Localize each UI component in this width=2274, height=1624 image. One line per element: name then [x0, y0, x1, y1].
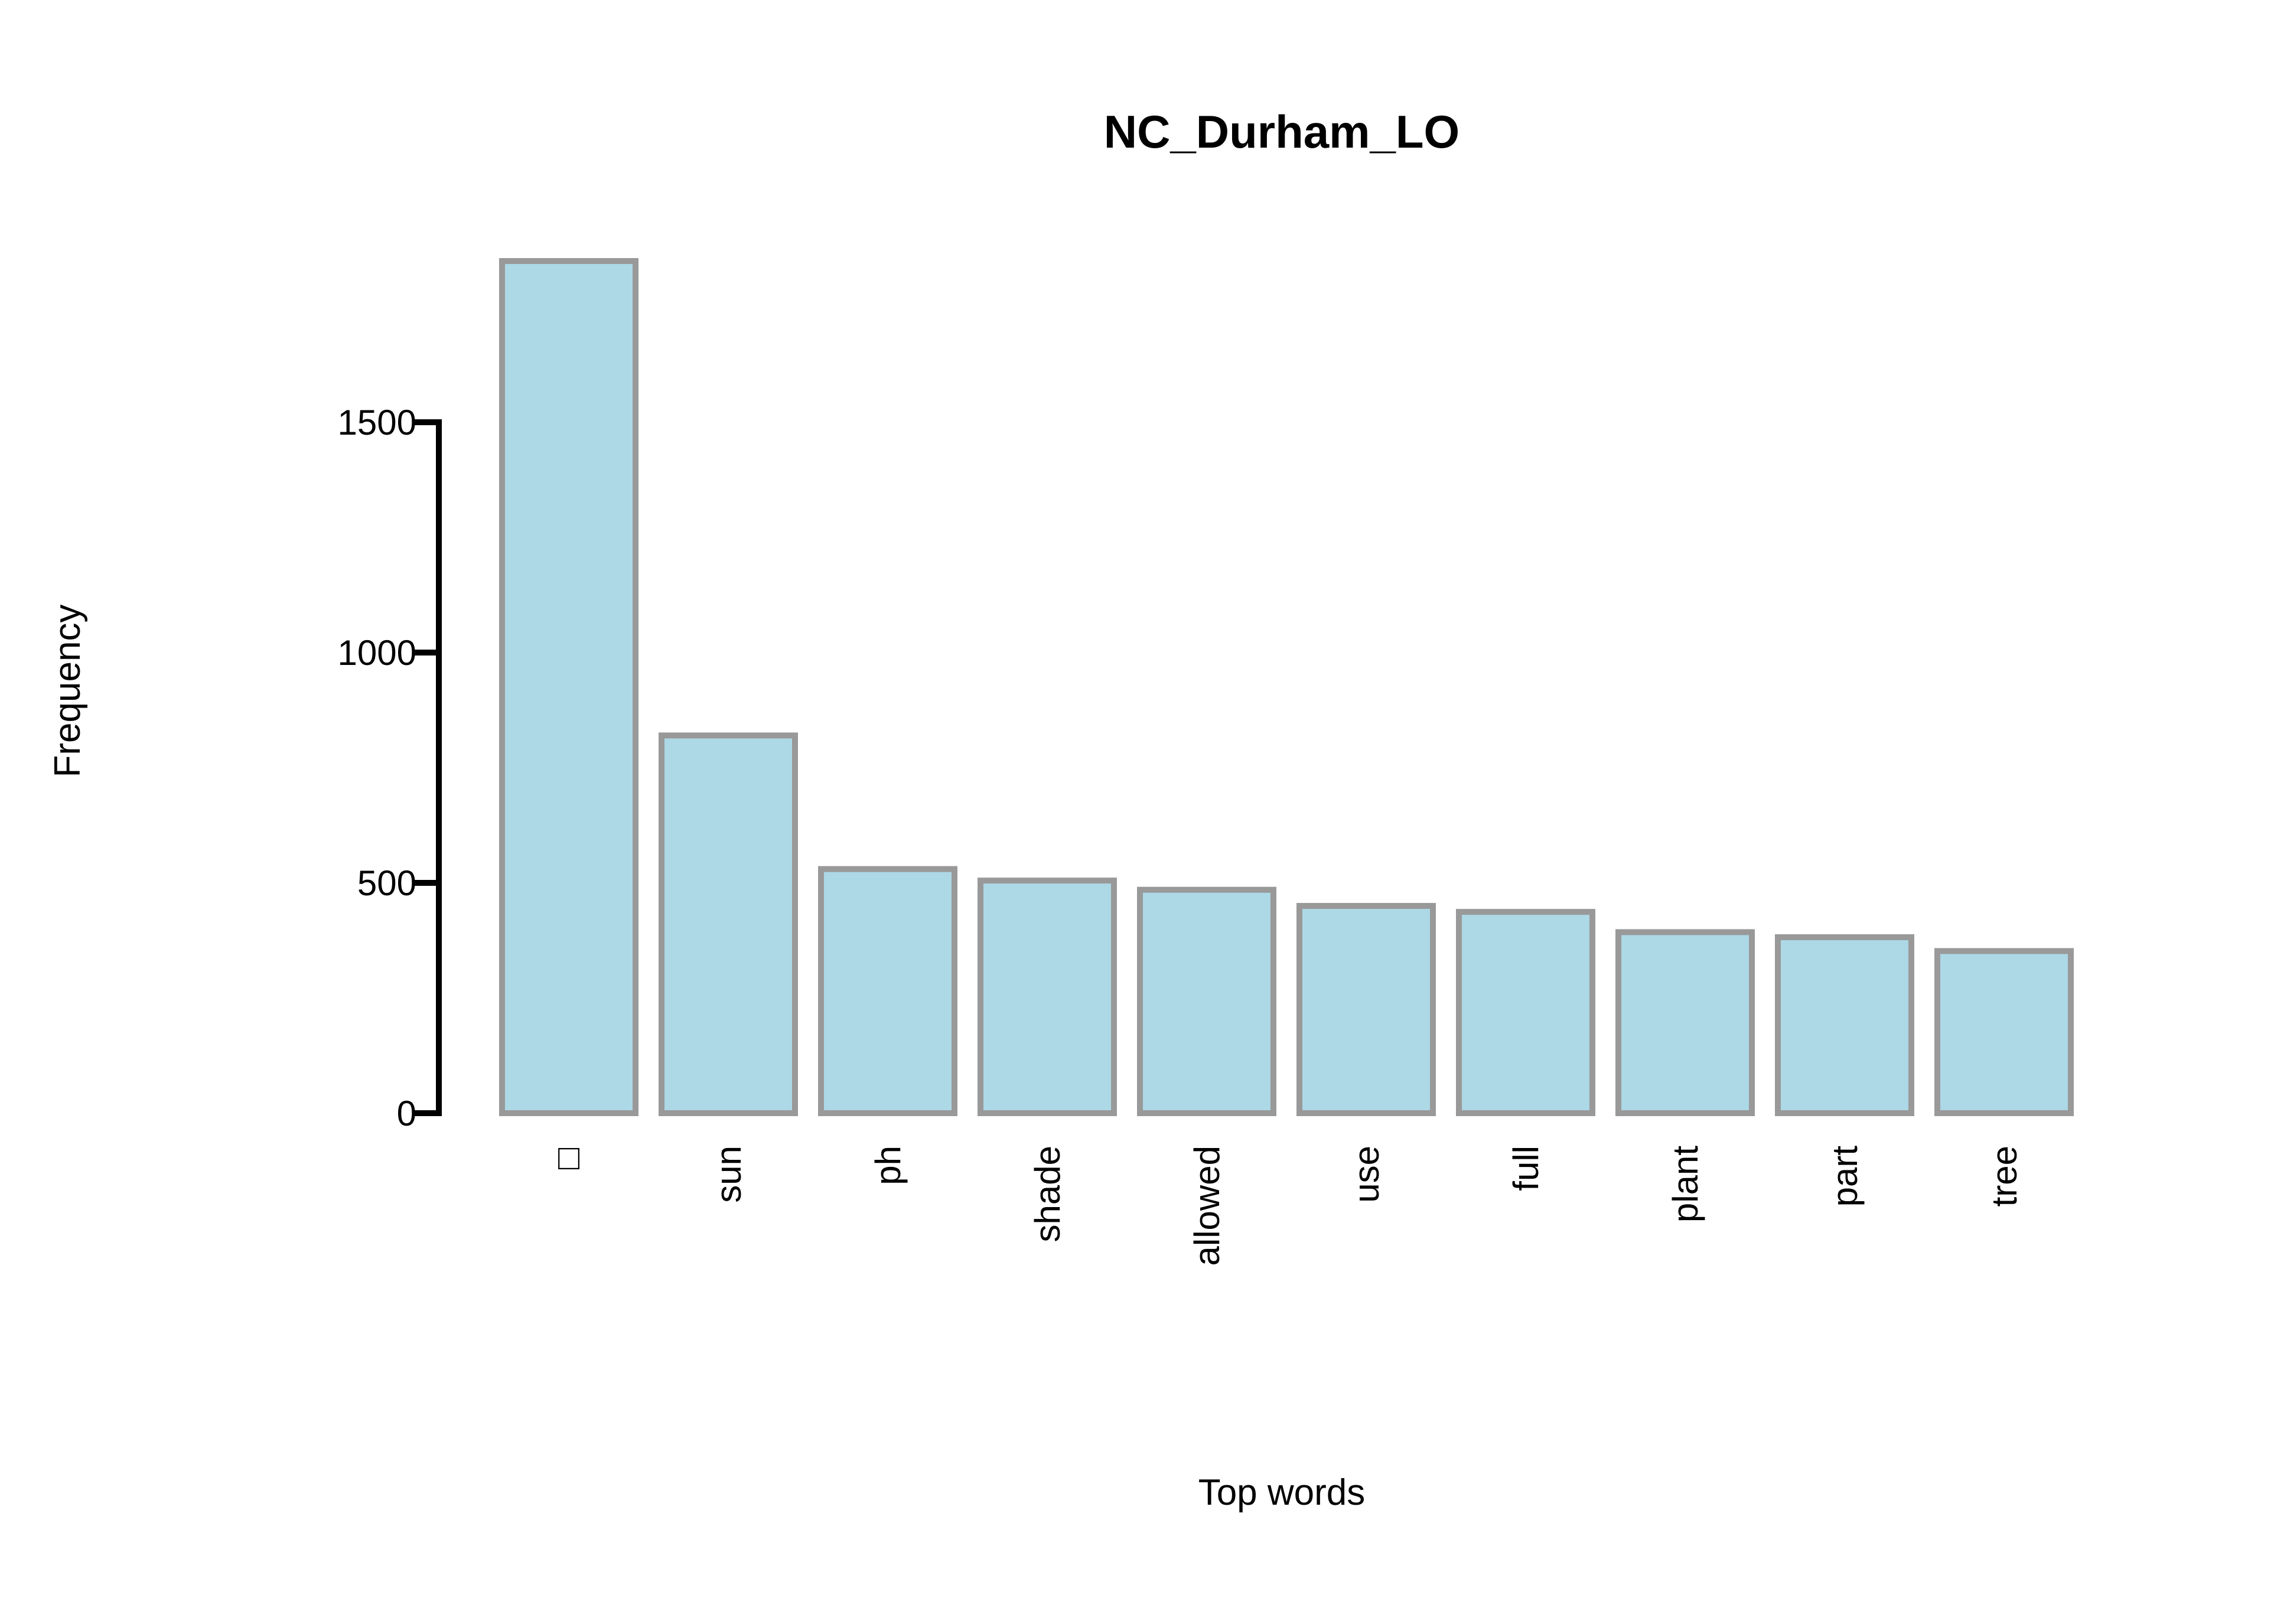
x-tick-label-5: use: [1347, 1146, 1386, 1203]
x-tick-label-0: □: [558, 1137, 579, 1177]
y-axis: 0 500 1000 1500: [338, 403, 442, 1133]
bars-group: [499, 258, 2074, 1117]
y-tick-label-0: 0: [397, 1094, 416, 1133]
bar-1: [659, 732, 798, 1116]
x-tick-label-9: tree: [1985, 1146, 2024, 1206]
bar-8: [1775, 934, 1914, 1117]
y-axis-title: Frequency: [47, 605, 88, 778]
y-tick-label-3: 1500: [338, 403, 416, 442]
x-axis-title: Top words: [1198, 1472, 1366, 1513]
x-tick-label-6: full: [1506, 1146, 1546, 1191]
y-tick-label-1: 500: [357, 863, 416, 903]
x-tick-label-1: sun: [709, 1146, 748, 1203]
bar-5: [1296, 903, 1436, 1116]
x-tick-label-4: allowed: [1187, 1146, 1227, 1266]
x-tick-label-7: plant: [1666, 1146, 1705, 1222]
x-tick-label-2: ph: [868, 1146, 908, 1185]
x-tick-label-3: shade: [1028, 1146, 1067, 1242]
x-tick-label-8: part: [1825, 1146, 1865, 1207]
bar-0: [499, 258, 638, 1116]
y-tick-label-2: 1000: [338, 633, 416, 673]
bar-2: [818, 866, 957, 1116]
bar-3: [978, 878, 1117, 1116]
x-axis-labels: □ sun ph shade allowed use full plant part tree: [558, 1137, 2024, 1266]
bar-9: [1934, 948, 2074, 1116]
bar-6: [1456, 909, 1595, 1116]
chart-title: NC_Durham_LO: [1104, 106, 1459, 158]
bar-4: [1137, 886, 1276, 1116]
bar-7: [1615, 929, 1755, 1116]
